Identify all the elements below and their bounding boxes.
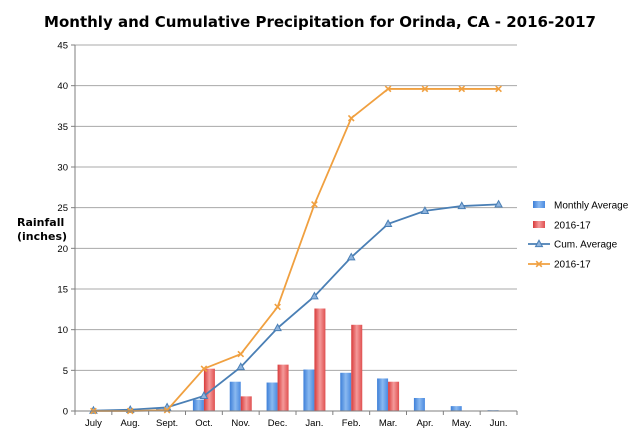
x-tick-label: July	[85, 418, 102, 429]
x-tick-label: Jun.	[490, 418, 508, 429]
x-tick-label: Mar.	[379, 418, 397, 429]
bar-2016-17	[314, 308, 326, 411]
y-tick-label: 40	[57, 81, 68, 92]
legend-2016-17-bars-label: 2016-17	[554, 221, 591, 232]
marker-cum-average	[310, 291, 319, 300]
bar-monthly-average	[340, 372, 352, 411]
marker-cum-2016-17	[274, 303, 281, 311]
chart-title: Monthly and Cumulative Precipitation for…	[44, 13, 596, 31]
marker-cum-2016-17	[384, 85, 392, 93]
x-tick-label: Oct.	[195, 418, 212, 429]
bars	[82, 308, 499, 411]
marker-cum-2016-17	[347, 114, 355, 122]
x-tick-label: Jan.	[305, 418, 323, 429]
legend-monthly-average-label: Monthly Average	[554, 201, 629, 212]
bar-monthly-average	[303, 369, 315, 411]
legend-cum-average-label: Cum. Average	[554, 240, 618, 251]
legend-cum-2016-17-marker	[535, 260, 543, 268]
y-tick-label: 35	[57, 122, 68, 133]
line-cum-2016-17	[93, 88, 499, 412]
x-tick-label: Aug.	[120, 418, 140, 429]
bar-2016-17	[240, 396, 252, 411]
line-cum-average	[93, 203, 499, 412]
bar-monthly-average	[377, 378, 389, 411]
x-tick-label: Nov.	[231, 418, 250, 429]
marker-cum-2016-17	[421, 85, 429, 93]
marker-cum-average	[457, 201, 467, 210]
bar-2016-17	[351, 324, 363, 411]
bar-monthly-average	[229, 381, 241, 411]
marker-cum-average	[494, 199, 503, 208]
x-tick-label: Sept.	[156, 418, 178, 429]
bar-2016-17	[277, 364, 289, 411]
marker-cum-average	[273, 323, 282, 332]
marker-cum-2016-17	[163, 406, 171, 414]
y-axis-label-line2: (inches)	[17, 230, 67, 243]
legend-2016-17-bars-swatch	[533, 221, 545, 228]
bar-monthly-average	[413, 397, 425, 411]
y-tick-label: 20	[57, 244, 68, 255]
y-tick-label: 25	[57, 203, 68, 214]
y-tick-label: 0	[63, 407, 68, 418]
y-tick-label: 15	[57, 285, 68, 296]
marker-cum-2016-17	[311, 201, 318, 208]
bar-monthly-average	[450, 406, 462, 411]
legend-cum-average-marker	[534, 239, 544, 248]
marker-cum-average	[346, 252, 356, 261]
y-tick-label: 30	[57, 163, 68, 174]
marker-cum-average	[383, 219, 393, 228]
x-tick-label: May.	[452, 418, 472, 429]
x-tick-label: Dec.	[268, 418, 288, 429]
gridlines	[75, 44, 517, 371]
y-axis-label-line1: Rainfall	[17, 216, 64, 229]
marker-cum-2016-17	[495, 85, 502, 93]
x-tick-label: Feb.	[342, 418, 361, 429]
bar-monthly-average	[266, 382, 278, 411]
axes: 0 5 10 15 20 25 30 35 40 45 July Aug. Sept. Oct. Nov. D…	[57, 41, 518, 429]
y-tick-label: 5	[63, 366, 68, 377]
marker-cum-2016-17	[458, 85, 466, 93]
marker-cum-2016-17	[237, 350, 245, 358]
legend-cum-2016-17-label: 2016-17	[554, 260, 591, 271]
bar-2016-17	[203, 368, 215, 411]
marker-cum-average	[199, 391, 209, 400]
marker-cum-average	[420, 206, 430, 215]
x-tick-label: Apr.	[416, 418, 433, 429]
bar-monthly-average	[192, 399, 204, 411]
y-tick-label: 45	[57, 41, 68, 52]
legend-monthly-average-swatch	[533, 201, 545, 208]
lines	[89, 85, 503, 415]
marker-cum-average	[236, 362, 246, 371]
marker-cum-2016-17	[200, 365, 208, 373]
legend: Monthly Average 2016-17 Cum. Average 2016-1…	[528, 201, 629, 271]
bar-2016-17	[388, 381, 400, 411]
y-tick-label: 10	[57, 325, 68, 336]
